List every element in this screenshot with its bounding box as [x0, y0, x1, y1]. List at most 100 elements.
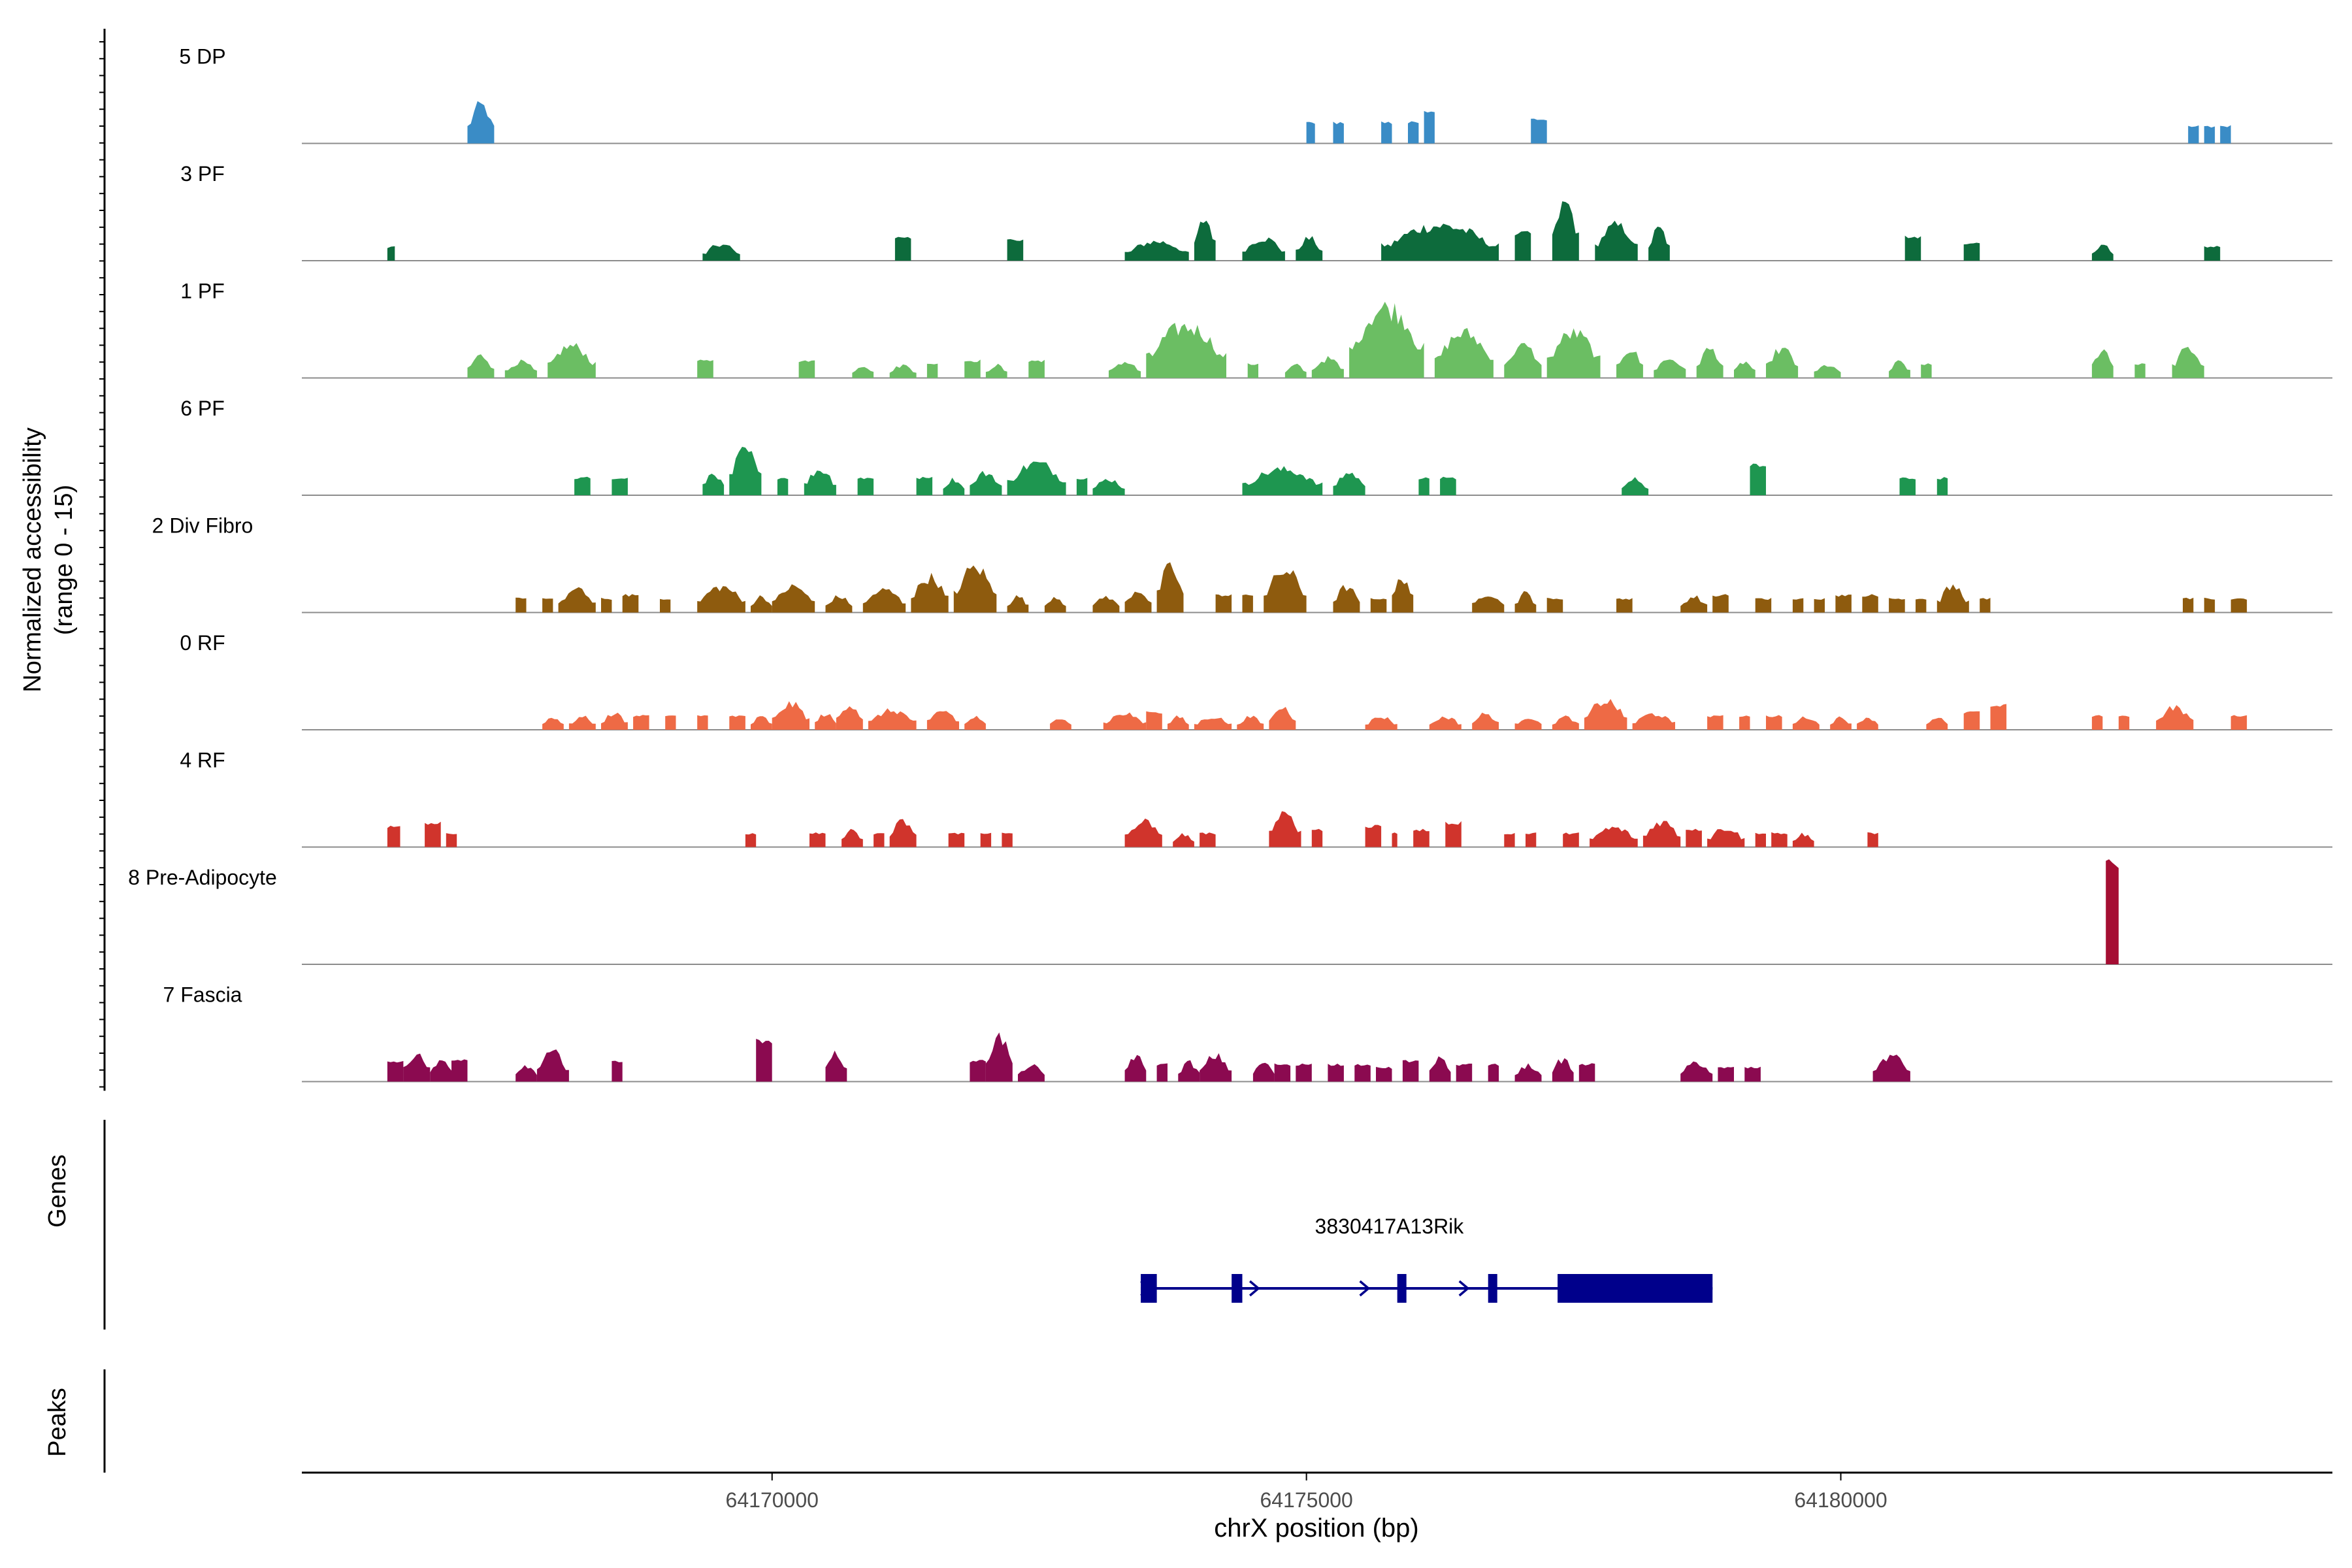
- coverage-peak: [2230, 598, 2247, 613]
- coverage-peak: [1456, 1064, 1473, 1082]
- coverage-peak: [1381, 121, 1392, 144]
- coverage-peak: [1546, 598, 1563, 613]
- track-8-pre-adipocyte: 8 Pre-Adipocyte: [128, 859, 2332, 965]
- coverage-peak: [804, 470, 836, 495]
- coverage-peak: [387, 246, 395, 261]
- coverage-peak: [1616, 598, 1633, 613]
- coverage-peak: [1365, 825, 1382, 847]
- coverage-peak: [1018, 1064, 1045, 1082]
- coverage-peak: [1531, 118, 1547, 144]
- coverage-peak: [1830, 716, 1852, 730]
- coverage-peak: [1546, 328, 1601, 378]
- track-3-pf: 3 PF: [180, 162, 2332, 261]
- coverage-peak: [1173, 833, 1194, 847]
- coverage-peak: [542, 598, 553, 613]
- coverage-peak: [862, 588, 906, 613]
- coverage-peak: [1264, 570, 1307, 613]
- track-label: 2 Div Fibro: [152, 514, 253, 538]
- coverage-peak: [1007, 239, 1024, 261]
- coverage-peak: [515, 1065, 537, 1082]
- coverage-peak: [601, 598, 612, 613]
- coverage-peak: [1274, 1063, 1291, 1082]
- coverage-peak: [1392, 832, 1397, 847]
- coverage-peak: [1642, 821, 1681, 847]
- coverage-peak: [622, 594, 639, 613]
- coverage-peak: [1584, 698, 1627, 730]
- coverage-peak: [943, 478, 965, 495]
- coverage-peak: [1429, 1056, 1451, 1082]
- coverage-peak: [1333, 122, 1344, 144]
- coverage-peak: [926, 711, 959, 730]
- coverage-peak: [1242, 237, 1285, 261]
- gene-name-label: 3830417A13Rik: [1315, 1215, 1465, 1238]
- track-label: 7 Fascia: [163, 983, 242, 1007]
- coverage-peak: [1899, 477, 1916, 495]
- coverage-peak: [857, 478, 874, 495]
- coverage-peak: [1370, 598, 1387, 613]
- coverage-peak: [1146, 711, 1162, 730]
- coverage-peak: [1076, 478, 1088, 495]
- coverage-peak: [889, 364, 917, 378]
- coverage-peak: [1124, 818, 1162, 847]
- coverage-peak: [1311, 355, 1344, 378]
- coverage-peak: [1680, 595, 1708, 613]
- coverage-peak: [633, 715, 649, 730]
- coverage-peak: [403, 1053, 431, 1082]
- track-label: 4 RF: [180, 749, 225, 772]
- coverage-peak: [660, 598, 671, 613]
- track-label: 1 PF: [180, 280, 225, 303]
- coverage-peak: [515, 597, 527, 613]
- track-0-rf: 0 RF: [180, 631, 2332, 730]
- coverage-peak: [1862, 594, 1878, 613]
- coverage-peak: [777, 478, 789, 495]
- coverage-peak: [1434, 328, 1494, 378]
- coverage-peak: [574, 476, 591, 495]
- coverage-peak: [1707, 715, 1723, 730]
- track-7-fascia: 7 Fascia: [163, 983, 2332, 1083]
- coverage-peak: [697, 586, 745, 613]
- coverage-peak: [1814, 598, 1825, 613]
- coverage-peak: [1514, 719, 1542, 730]
- x-tick-label: 64175000: [1260, 1488, 1352, 1512]
- coverage-peak: [1296, 1063, 1312, 1082]
- coverage-peak: [1963, 711, 1980, 730]
- coverage-peak: [612, 1060, 623, 1082]
- gene-exon: [1232, 1274, 1243, 1303]
- coverage-peak: [926, 363, 938, 378]
- track-1-pf: 1 PF: [180, 280, 2332, 379]
- coverage-peak: [948, 832, 965, 847]
- coverage-peak: [542, 717, 564, 730]
- coverage-peak: [911, 572, 949, 613]
- coverage-peak: [1632, 713, 1675, 730]
- coverage-peak: [601, 712, 628, 730]
- coverage-peak: [751, 595, 772, 613]
- coverage-peak: [1333, 472, 1365, 495]
- coverage-peak: [1963, 242, 1980, 261]
- coverage-peak: [697, 715, 708, 730]
- track-2-div-fibro: 2 Div Fibro: [152, 514, 2332, 613]
- coverage-peak: [2091, 715, 2103, 730]
- coverage-peak: [1146, 323, 1226, 378]
- coverage-peak: [1980, 598, 1991, 613]
- coverage-peak: [2106, 859, 2119, 964]
- coverage-peak: [568, 715, 596, 730]
- coverage-peak: [964, 359, 981, 378]
- coverage-peak: [1092, 596, 1120, 613]
- coverage-peak: [1445, 821, 1462, 847]
- coverage-peak: [2230, 715, 2247, 730]
- coverage-peak: [1472, 712, 1499, 730]
- coverage-peak: [1766, 348, 1799, 378]
- coverage-peak: [1007, 595, 1029, 613]
- coverage-peak: [1771, 832, 1788, 847]
- coverage-peak: [1028, 359, 1045, 378]
- coverage-peak: [1552, 201, 1579, 261]
- coverage-peak: [467, 101, 495, 144]
- coverage-peak: [504, 359, 537, 378]
- coverage-peak: [1526, 832, 1537, 847]
- coverage-peak: [2134, 363, 2146, 378]
- coverage-peak: [745, 833, 757, 847]
- coverage-peak: [1755, 598, 1772, 613]
- x-axis: 64170000 64175000 64180000: [302, 1471, 2332, 1512]
- coverage-peak: [558, 587, 596, 613]
- coverage-peak: [1194, 717, 1232, 730]
